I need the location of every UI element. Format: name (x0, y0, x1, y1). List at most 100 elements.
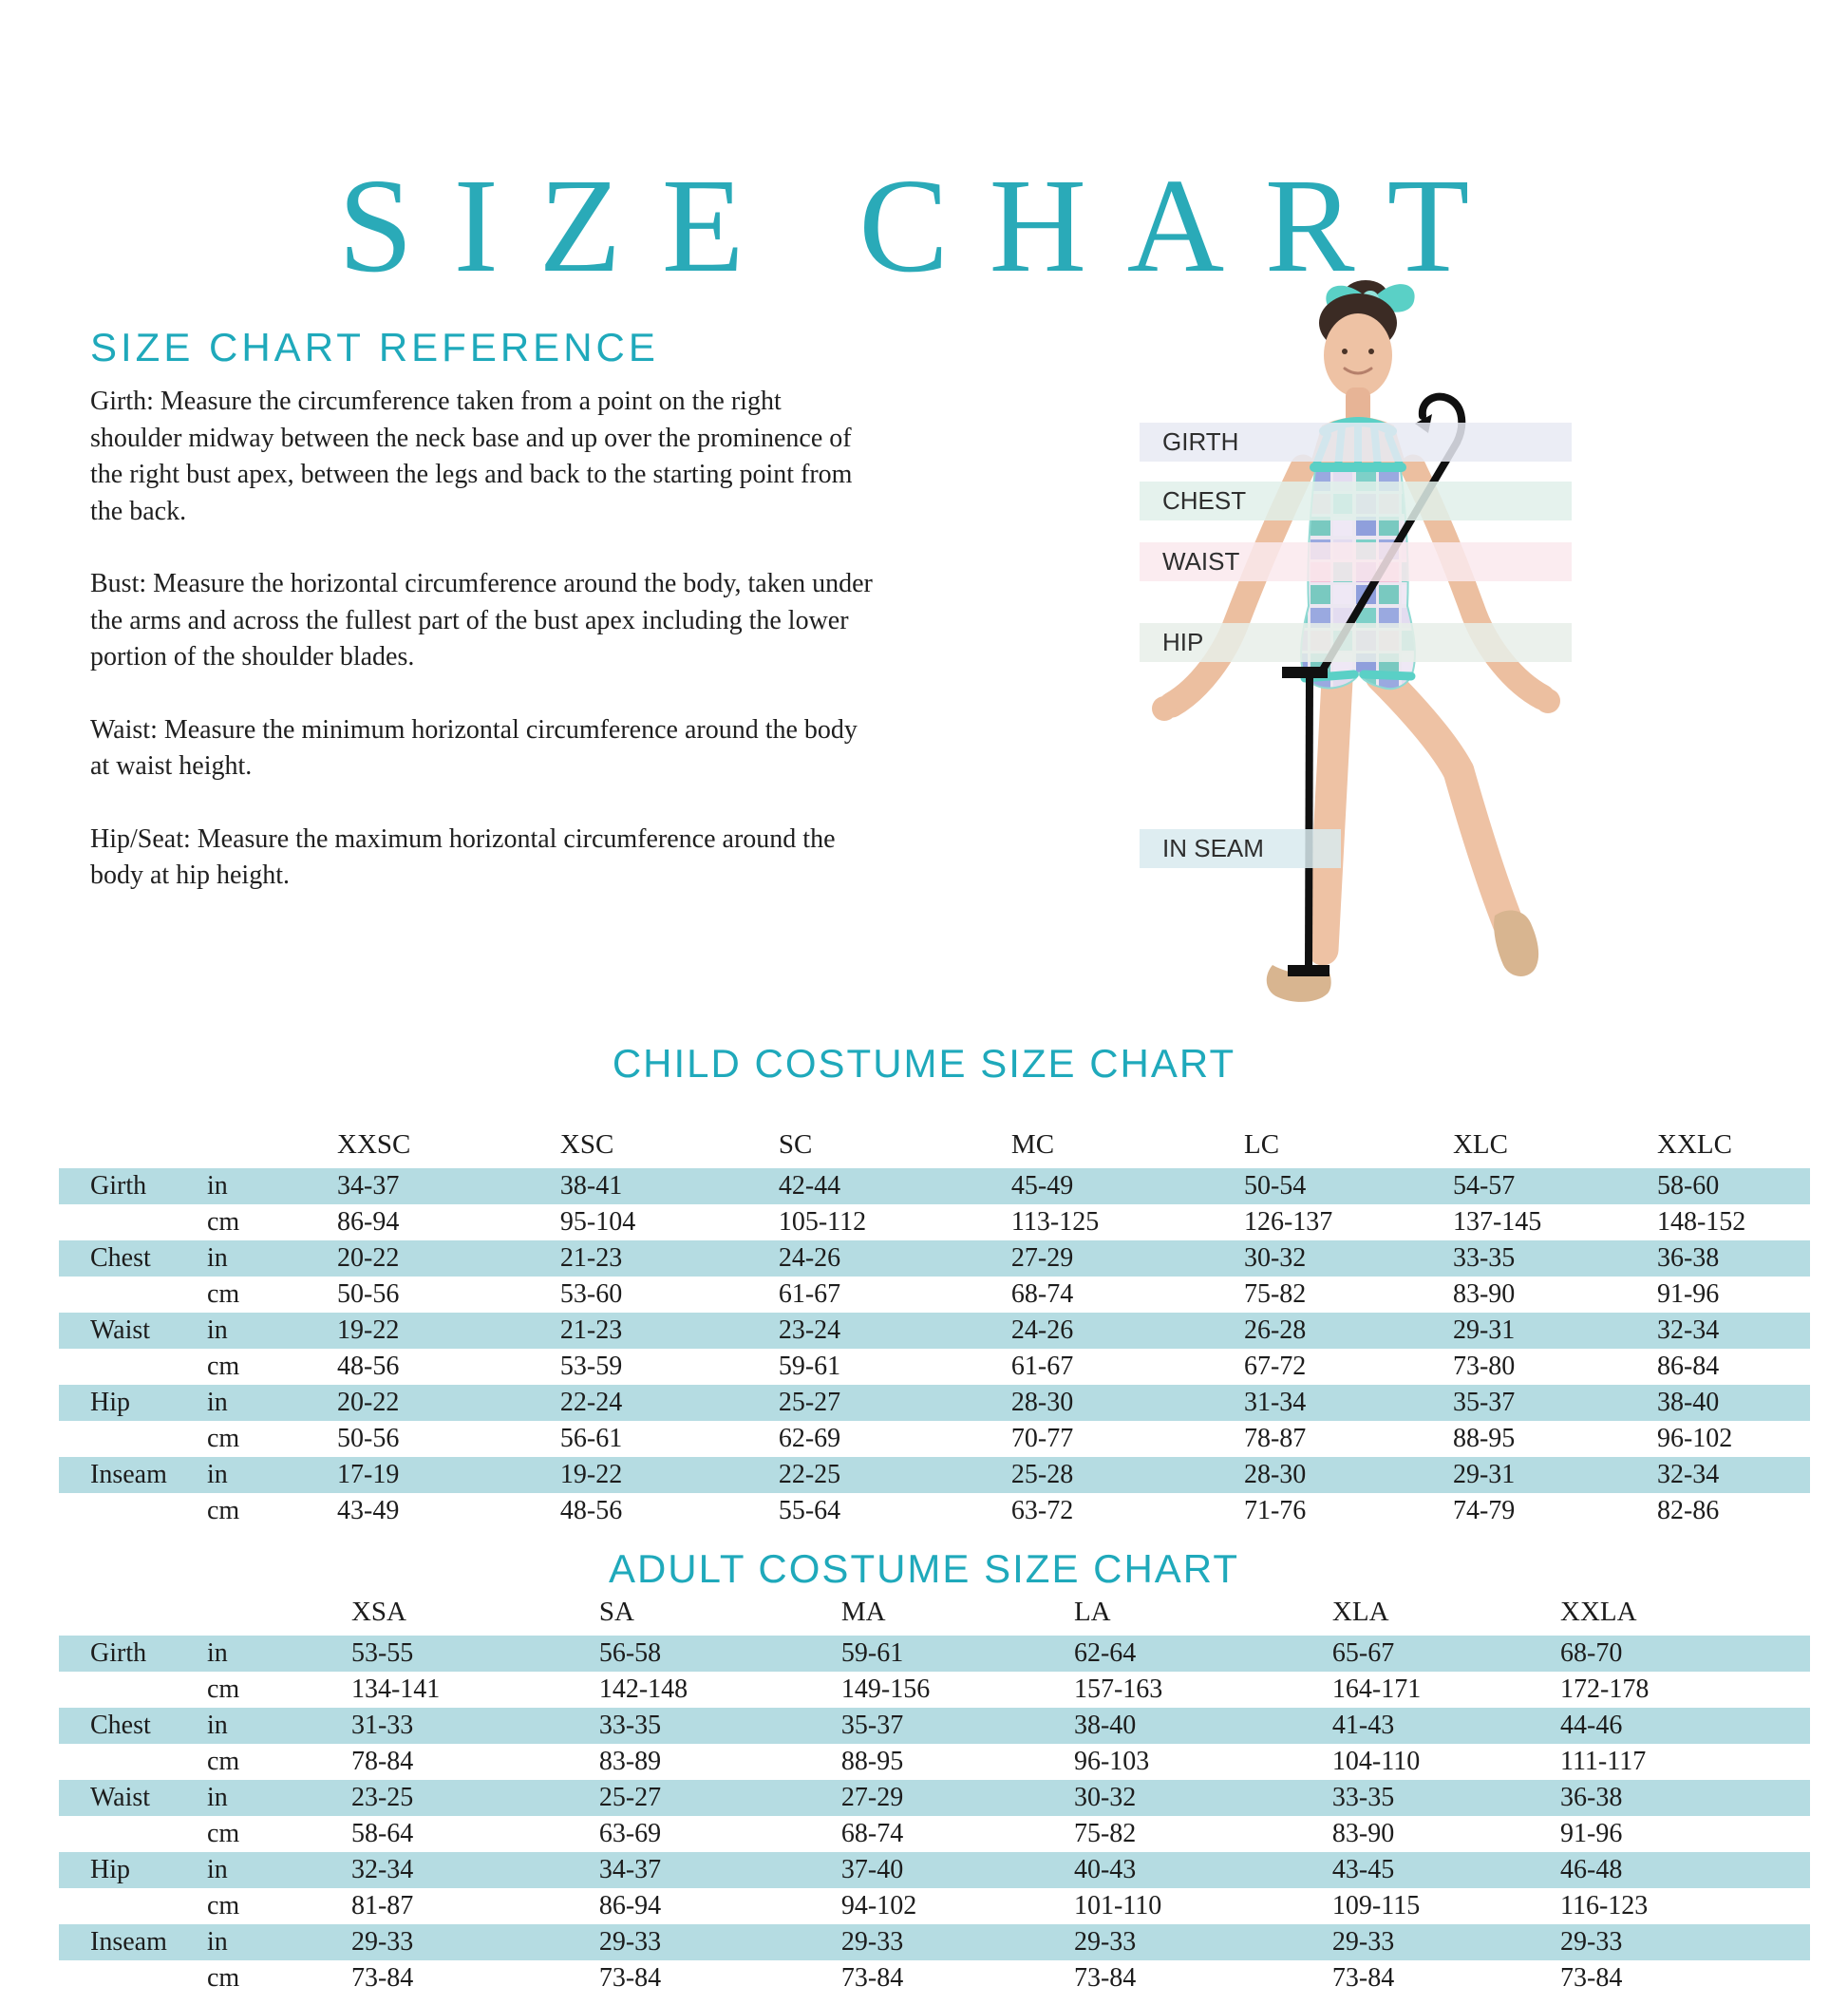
size-value-cell: 20-22 (337, 1240, 560, 1277)
size-value-cell: 68-74 (840, 1819, 904, 1848)
size-value-cell: 33-35 (1452, 1240, 1657, 1277)
unit-label: in (207, 1457, 337, 1493)
size-value-cell: 96-102 (1656, 1424, 1733, 1453)
size-value-cell: 70-77 (1010, 1424, 1074, 1453)
inseam-band-label: IN SEAM (1162, 834, 1264, 862)
size-value-cell: 149-156 (840, 1674, 931, 1704)
size-value-cell: 73-84 (1331, 1963, 1395, 1993)
size-column-header: SA (598, 1597, 634, 1627)
table-row: Waist in 19-22 21-23 23-24 24-26 26-28 29-31 32-… (59, 1313, 1810, 1349)
size-value-cell: 50-56 (337, 1424, 400, 1453)
size-value-cell: 74-79 (1452, 1496, 1516, 1525)
size-value-cell: 68-74 (1010, 1279, 1074, 1309)
size-value-cell: 22-24 (559, 1385, 779, 1421)
size-value-cell: 41-43 (1331, 1708, 1560, 1744)
measurement-row-label: Chest (59, 1708, 207, 1744)
size-value-cell: 29-31 (1452, 1457, 1657, 1493)
size-value-cell: 25-27 (778, 1385, 1011, 1421)
unit-header-spacer (207, 1121, 337, 1168)
size-value-cell: 36-38 (1560, 1780, 1810, 1816)
size-value-cell: 91-96 (1656, 1279, 1720, 1309)
measurement-row-label (59, 1960, 207, 1996)
size-value-cell: 73-84 (840, 1963, 904, 1993)
unit-label: cm (207, 1674, 240, 1704)
size-column-header: XSC (559, 1129, 614, 1160)
size-value-cell: 82-86 (1656, 1496, 1720, 1525)
size-value-cell: 101-110 (1073, 1891, 1162, 1920)
size-value-cell: 22-25 (778, 1457, 1011, 1493)
size-value-cell: 38-40 (1073, 1708, 1332, 1744)
size-value-cell: 73-84 (598, 1963, 662, 1993)
size-value-cell: 35-37 (1452, 1385, 1657, 1421)
table-row: cm 81-87 86-94 94-102 101-110 109-115 116-123 (59, 1888, 1810, 1924)
size-value-cell: 36-38 (1656, 1240, 1810, 1277)
unit-label: cm (207, 1496, 240, 1525)
size-value-cell: 73-84 (350, 1963, 414, 1993)
unit-label: in (207, 1636, 351, 1672)
size-value-cell: 56-61 (559, 1424, 623, 1453)
size-value-cell: 55-64 (778, 1496, 841, 1525)
size-value-cell: 86-94 (598, 1891, 662, 1920)
size-value-cell: 30-32 (1243, 1240, 1453, 1277)
size-column-header: MC (1010, 1129, 1055, 1160)
measurement-row-label: Inseam (59, 1457, 207, 1493)
size-value-cell: 25-27 (598, 1780, 841, 1816)
size-value-cell: 83-89 (598, 1747, 662, 1776)
face (1324, 313, 1392, 397)
size-value-cell: 67-72 (1243, 1352, 1307, 1381)
waist-band-label: WAIST (1162, 547, 1240, 576)
size-value-cell: 63-69 (598, 1819, 662, 1848)
table-row: cm 78-84 83-89 88-95 96-103 104-110 111-117 (59, 1744, 1810, 1780)
unit-label: in (207, 1780, 351, 1816)
child-table-heading: CHILD COSTUME SIZE CHART (612, 1041, 1236, 1086)
reference-heading: SIZE CHART REFERENCE (90, 325, 659, 369)
table-row: Inseam in 17-19 19-22 22-25 25-28 28-30 29-31 32… (59, 1457, 1810, 1493)
size-value-cell: 83-90 (1452, 1279, 1516, 1309)
size-column-header: XXLA (1560, 1597, 1637, 1627)
table-row: Girth in 53-55 56-58 59-61 62-64 65-67 68-70 (59, 1636, 1810, 1672)
girth-band-label: GIRTH (1162, 427, 1239, 456)
bust-definition: Bust: Measure the horizontal circumferen… (90, 569, 873, 671)
size-value-cell: 43-49 (337, 1496, 400, 1525)
unit-label: cm (207, 1207, 240, 1237)
size-value-cell: 91-96 (1560, 1819, 1623, 1848)
size-column-header: LC (1243, 1129, 1280, 1160)
size-value-cell: 28-30 (1010, 1385, 1244, 1421)
chest-band: CHEST (1140, 482, 1572, 520)
size-value-cell: 29-33 (1560, 1924, 1810, 1960)
size-value-cell: 61-67 (778, 1279, 841, 1309)
size-value-cell: 43-45 (1331, 1852, 1560, 1888)
size-value-cell: 111-117 (1560, 1747, 1647, 1776)
size-column-header: MA (840, 1597, 886, 1627)
measurement-row-label: Inseam (59, 1924, 207, 1960)
measurement-row-label (59, 1277, 207, 1313)
size-value-cell: 113-125 (1010, 1207, 1100, 1237)
size-value-cell: 116-123 (1560, 1891, 1649, 1920)
size-header-row: XSA SA MA LA XLA XXLA (59, 1588, 1810, 1636)
measurement-header-spacer (59, 1121, 207, 1168)
table-row: Waist in 23-25 25-27 27-29 30-32 33-35 36-38 (59, 1780, 1810, 1816)
hip-band: HIP (1140, 623, 1572, 662)
table-row: cm 50-56 56-61 62-69 70-77 78-87 88-95 96-102 (59, 1421, 1810, 1457)
measurement-row-label: Girth (59, 1636, 207, 1672)
size-value-cell: 29-31 (1452, 1313, 1657, 1349)
size-value-cell: 24-26 (1010, 1313, 1244, 1349)
size-value-cell: 29-33 (598, 1924, 841, 1960)
inseam-band: IN SEAM (1140, 829, 1341, 868)
size-value-cell: 53-60 (559, 1279, 623, 1309)
measurement-row-label: Waist (59, 1313, 207, 1349)
size-value-cell: 88-95 (840, 1747, 904, 1776)
size-value-cell: 48-56 (559, 1496, 623, 1525)
size-value-cell: 53-59 (559, 1352, 623, 1381)
size-value-cell: 105-112 (778, 1207, 867, 1237)
size-value-cell: 37-40 (840, 1852, 1074, 1888)
size-value-cell: 34-37 (337, 1168, 560, 1204)
girth-band: GIRTH (1140, 423, 1572, 462)
size-value-cell: 83-90 (1331, 1819, 1395, 1848)
size-value-cell: 148-152 (1656, 1207, 1746, 1237)
measurement-figure: GIRTH CHEST WAIST HIP IN SEAM (1081, 264, 1624, 1035)
size-chart-reference-section: SIZE CHART REFERENCE Girth: Measure the … (90, 325, 878, 931)
size-value-cell: 23-25 (350, 1780, 599, 1816)
size-value-cell: 32-34 (1656, 1313, 1810, 1349)
size-column-header: SC (778, 1129, 813, 1160)
